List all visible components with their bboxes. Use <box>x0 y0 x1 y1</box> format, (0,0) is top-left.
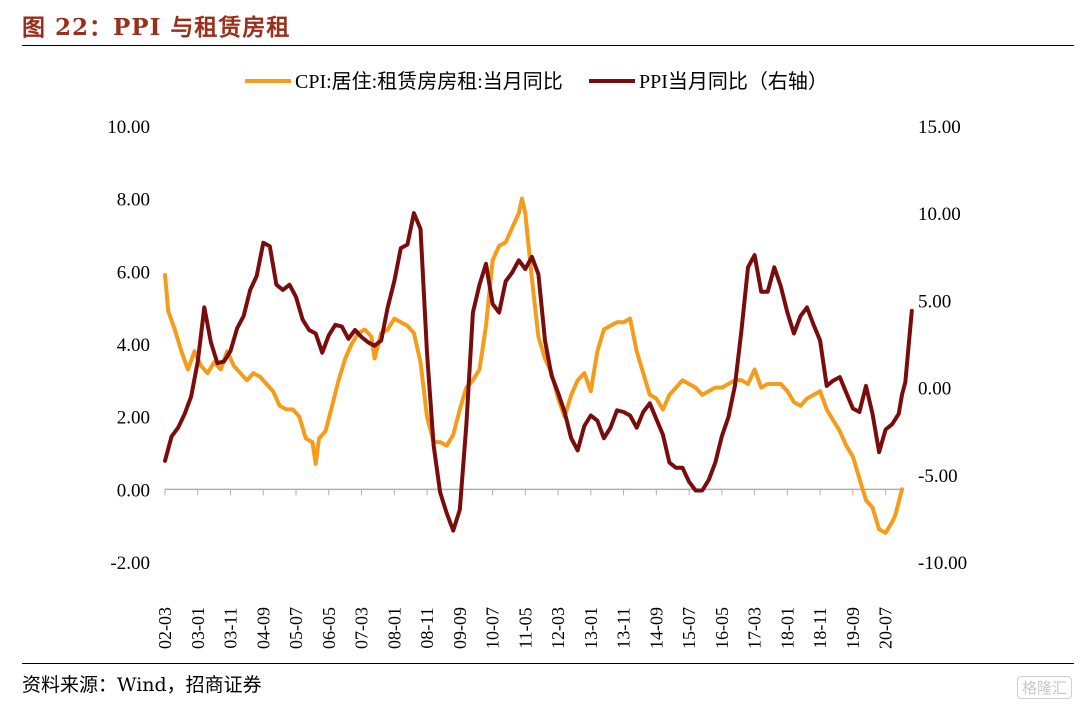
x-tick-label: 16-05 <box>712 607 732 649</box>
y-right-tick-label: 15.00 <box>918 117 961 138</box>
x-tick-label: 03-01 <box>188 607 208 649</box>
figure-title: 图 22：PPI 与租赁房租 <box>22 14 291 41</box>
x-tick-label: 03-11 <box>221 607 241 648</box>
y-right-tick-label: 10.00 <box>918 204 961 225</box>
y-left-tick-label: 8.00 <box>117 190 150 211</box>
x-tick-label: 07-03 <box>352 607 372 649</box>
x-tick-label: 20-07 <box>876 607 896 649</box>
series-line-cpi-rent <box>163 196 904 535</box>
legend-label-ppi: PPI当月同比（右轴） <box>639 70 828 93</box>
series-cpi-rent <box>163 196 904 535</box>
y-right-tick-label: -5.00 <box>918 466 958 487</box>
y-left-tick-label: 10.00 <box>107 117 150 138</box>
y-left-tick-label: -2.00 <box>110 553 150 574</box>
x-tick-label: 02-03 <box>155 607 175 649</box>
x-tick-label: 18-11 <box>810 607 830 648</box>
x-tick-label: 14-09 <box>646 607 666 649</box>
x-tick-label: 13-01 <box>581 607 601 649</box>
x-tick-label: 08-01 <box>384 607 404 649</box>
series-line-ppi <box>163 211 914 533</box>
x-tick-label: 18-01 <box>777 607 797 649</box>
x-tick-label: 12-03 <box>548 607 568 649</box>
legend: CPI:居住:租赁房房租:当月同比 PPI当月同比（右轴） <box>245 70 828 93</box>
y-right-tick-label: 5.00 <box>918 291 951 312</box>
x-tick-label: 11-05 <box>515 607 535 648</box>
x-tick-label: 06-05 <box>319 607 339 649</box>
y-left-tick-label: 6.00 <box>117 262 150 283</box>
y-right-tick-label: 0.00 <box>918 379 951 400</box>
source-rule <box>22 663 1074 664</box>
x-tick-label: 17-03 <box>745 607 765 649</box>
watermark: 格隆汇 <box>1016 676 1072 699</box>
y-left-tick-label: 2.00 <box>117 408 150 429</box>
source-note: 资料来源：Wind，招商证券 <box>22 674 262 696</box>
x-tick-label: 05-07 <box>286 607 306 649</box>
x-tick-label: 09-09 <box>450 607 470 649</box>
legend-label-cpi-rent: CPI:居住:租赁房房租:当月同比 <box>295 70 563 93</box>
x-tick-label: 04-09 <box>253 607 273 649</box>
y-left-tick-label: 4.00 <box>117 335 150 356</box>
x-tick-label: 13-11 <box>614 607 634 648</box>
x-tick-label: 19-09 <box>843 607 863 649</box>
title-rule <box>22 45 1074 46</box>
chart-svg: CPI:居住:租赁房房租:当月同比 PPI当月同比（右轴） -2.00 0.00 2… <box>107 70 967 649</box>
x-tick-label: 08-11 <box>417 607 437 648</box>
x-tick-label: 10-07 <box>483 607 503 649</box>
y-left-tick-label: 0.00 <box>117 480 150 501</box>
axes: -2.00 0.00 2.00 4.00 6.00 8.00 10.00 -10.00 -5.0… <box>107 117 967 649</box>
y-right-tick-label: -10.00 <box>918 553 967 574</box>
x-tick-label: 15-07 <box>679 607 699 649</box>
series-ppi <box>163 211 914 533</box>
